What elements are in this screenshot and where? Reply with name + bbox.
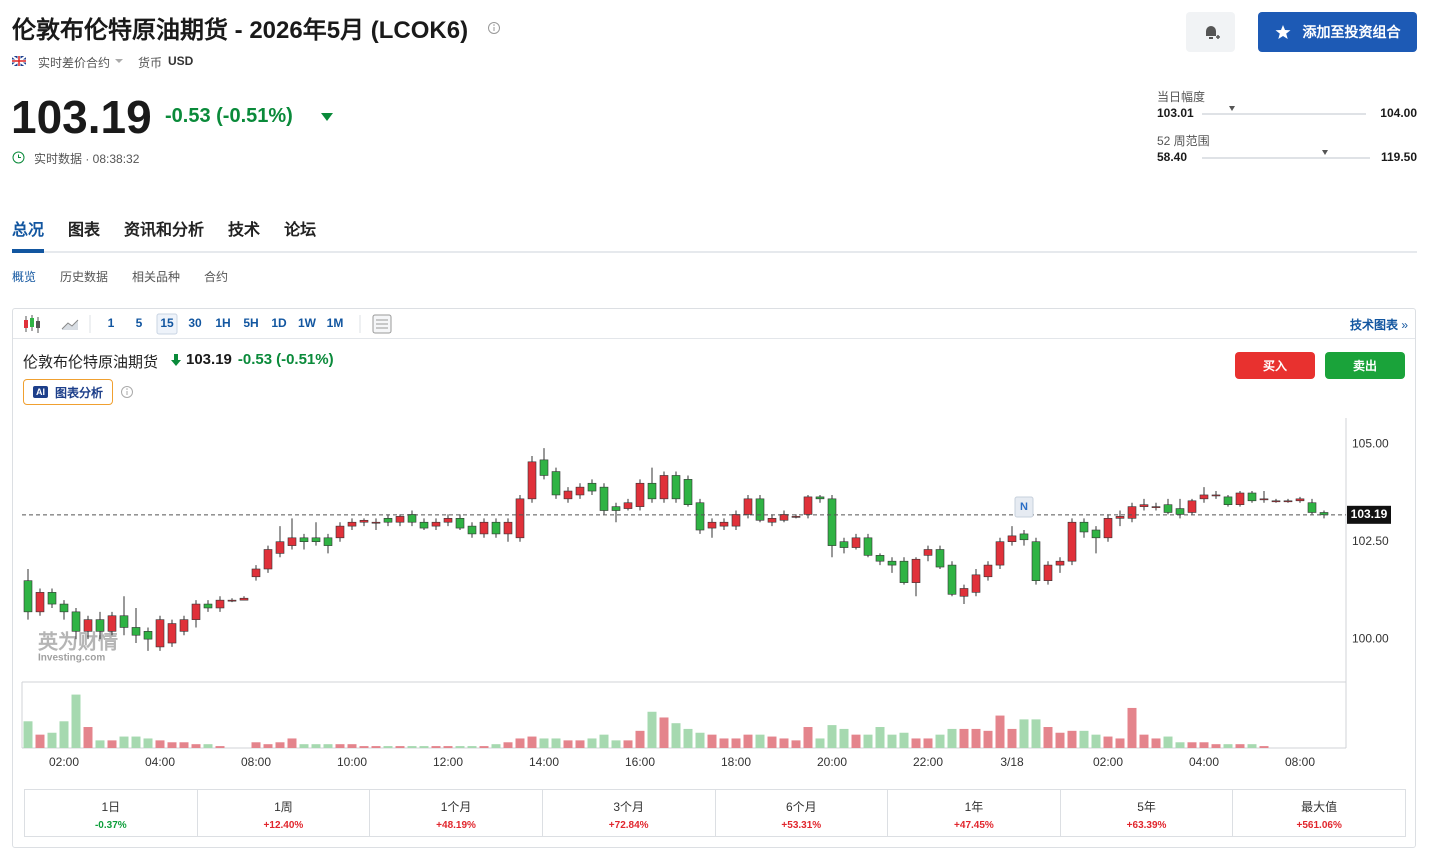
tab[interactable]: 资讯和分析 [124,222,205,239]
currency: USD [168,54,194,68]
performance-period: 6个月 [785,800,817,814]
tab[interactable]: 论坛 [284,222,317,239]
performance-cell: 6个月 +53.31% [716,790,889,836]
star-icon [1275,25,1290,39]
bell-icon [1205,26,1220,39]
performance-cell: 1个月 +48.19% [370,790,543,836]
chart-panel [12,308,1416,848]
range-label: 当日幅度 [1157,90,1206,104]
range-bar [1202,113,1366,115]
quote-status: 实时数据 · 08:38:32 [34,152,140,166]
range-marker [1322,150,1329,155]
interval-button[interactable]: 15 [160,316,174,330]
clock-icon [12,151,25,164]
candle-type-icon[interactable] [24,315,40,333]
chart-instrument: 伦敦布伦特原油期货 [23,354,159,371]
tab-divider [12,251,1417,253]
price-change: -0.53 (-0.51%) [165,105,293,127]
contract-type[interactable]: 实时差价合约 [38,56,111,70]
tab[interactable]: 技术 [228,222,261,239]
chart-change-pct: (-0.51%) [276,351,334,368]
performance-cell: 3个月 +72.84% [543,790,716,836]
performance-change: +48.19% [436,820,476,831]
range-low: 58.40 [1157,150,1188,164]
buy-button[interactable]: 买入 [1235,352,1315,379]
add-portfolio-text: 添加至投资组合 [1302,24,1401,40]
info-icon[interactable] [487,21,501,35]
performance-change: +561.06% [1296,820,1342,831]
performance-table: 1日 -0.37% 1周 +12.40% 1个月 +48.19% 3个月 +72.84% 6个月… [24,789,1406,837]
subtab[interactable]: 合约 [204,270,229,284]
range-high: 119.50 [1380,150,1417,164]
area-type-icon[interactable] [61,319,79,330]
price: 103.19 [11,91,152,143]
interval-button[interactable]: 1D [271,316,287,330]
performance-cell: 1周 +12.40% [198,790,371,836]
subtab[interactable]: 概览 [12,270,37,284]
down-arrow [171,354,181,366]
performance-period: 1个月 [440,800,472,814]
performance-change: +12.40% [263,820,304,831]
chart-change: -0.53 [237,351,273,368]
currency-label: 货币 [138,56,163,70]
tabs: 总况 图表 资讯和分析 技术 论坛 [12,216,316,240]
interval-button[interactable]: 5 [135,316,143,330]
performance-change: +72.84% [608,820,649,831]
performance-period: 5年 [1137,800,1156,814]
active-tab-underline [12,249,44,253]
subtab[interactable]: 相关品种 [132,270,181,284]
interval-button[interactable]: 30 [188,316,202,330]
tab[interactable]: 总况 [12,222,45,239]
down-triangle [321,113,333,121]
performance-cell: 5年 +63.39% [1061,790,1234,836]
performance-period: 3个月 [613,800,645,814]
subtab[interactable]: 历史数据 [60,270,109,284]
chart-quote: 103.19 -0.53 (-0.51%) [186,351,334,368]
interval-button[interactable]: 5H [243,316,259,330]
range-low: 103.01 [1157,106,1194,120]
interval-button[interactable]: 1W [298,316,316,330]
selected-interval-box [156,313,178,335]
range-marker [1228,106,1235,111]
toolbar-icons [24,313,392,335]
performance-period: 最大值 [1301,800,1338,814]
performance-period: 1周 [274,800,293,814]
performance-change: +63.39% [1126,820,1167,831]
performance-change: +53.31% [781,820,822,831]
info-icon[interactable] [120,385,134,399]
performance-change: +47.45% [954,820,994,831]
ai-badge: AI [32,386,48,398]
add-portfolio-button[interactable]: 添加至投资组合 [1258,12,1417,52]
chart-price: 103.19 [186,351,232,368]
uk-flag [12,56,26,66]
performance-cell: 最大值 +561.06% [1233,790,1405,836]
ai-analysis-text: 图表分析 [54,385,103,400]
range-high: 104.00 [1380,106,1417,120]
performance-period: 1日 [101,800,121,814]
performance-period: 1年 [964,800,984,814]
interval-button[interactable]: 1 [107,316,115,330]
tab[interactable]: 图表 [68,222,101,239]
alert-button[interactable] [1186,12,1235,52]
toolbar-divider [13,338,1415,339]
title: 伦敦布伦特原油期货 - 2026年5月 (LCOK6) [12,17,469,44]
range-label: 52 周范围 [1157,134,1210,148]
performance-change: -0.37% [94,820,127,831]
table-icon[interactable] [372,314,392,334]
subtabs: 概览 历史数据 相关品种 合约 [12,268,228,285]
interval-button[interactable]: 1H [215,316,231,330]
sell-button[interactable]: 卖出 [1325,352,1405,379]
performance-cell: 1年 +47.45% [888,790,1061,836]
range-bar [1202,157,1370,159]
interval-button[interactable]: 1M [326,316,344,330]
ai-analysis-button[interactable]: AI 图表分析 [23,379,113,405]
performance-cell: 1日 -0.37% [25,790,198,836]
caret [115,59,123,63]
tech-chart-link[interactable]: 技术图表 [1350,316,1408,333]
